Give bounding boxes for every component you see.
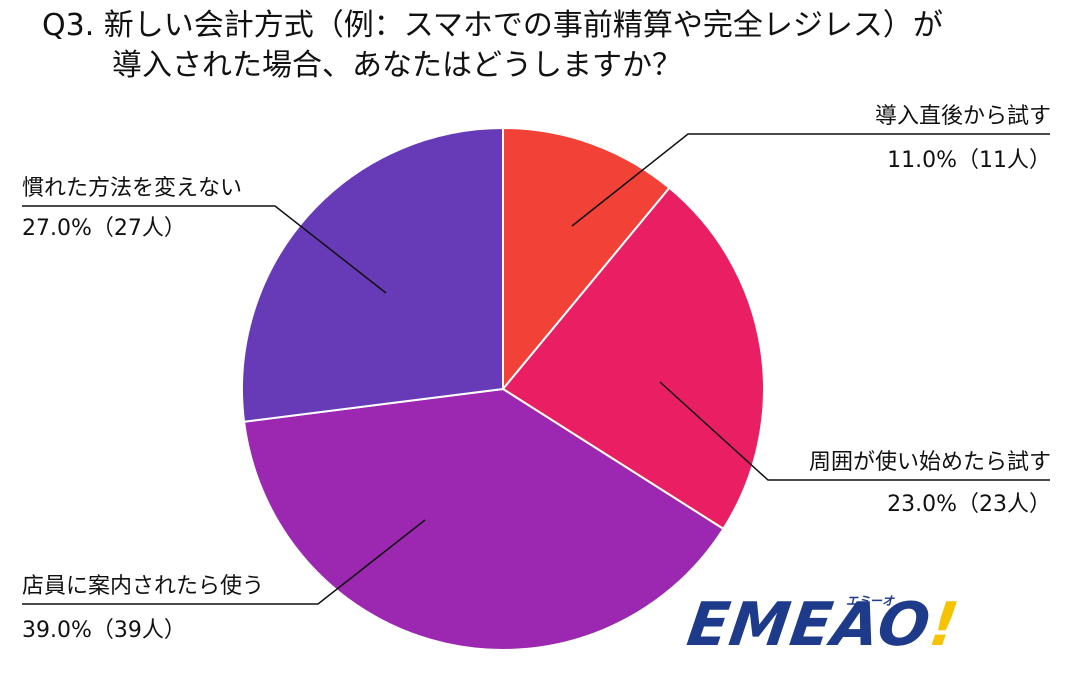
label-slice-1-name: 導入直後から試す [874,104,1051,129]
chart-title-line2: 導入された場合、あなたはどうしますか？ [112,48,682,83]
leader-line-2 [659,381,1050,481]
label-slice-2-name: 周囲が使い始めたら試す [808,450,1051,475]
label-slice-1-value: 11.0%（11人） [887,148,1051,173]
label-slice-4-name: 慣れた方法を変えない [22,176,243,201]
leader-line-1 [571,133,1050,227]
label-slice-2-value: 23.0%（23人） [887,492,1051,517]
logo-text: EMEAO [683,590,936,660]
emeao-logo: EMEAO! [683,590,963,660]
leader-line-3 [22,519,426,605]
leader-line-4 [22,205,387,294]
pie-slice-1 [502,126,671,392]
pie-slice-3 [242,387,725,651]
label-slice-3-name: 店員に案内されたら使う [22,574,265,599]
pie-slice-2 [501,186,765,531]
label-slice-3-value: 39.0%（39人） [22,618,186,643]
pie-slice-4 [241,126,504,423]
logo-kana: エミーオ [846,594,895,608]
label-slice-4-value: 27.0%（27人） [22,216,186,241]
chart-title-line1: Q3. 新しい会計方式（例：スマホでの事前精算や完全レジレス）が [42,8,943,43]
